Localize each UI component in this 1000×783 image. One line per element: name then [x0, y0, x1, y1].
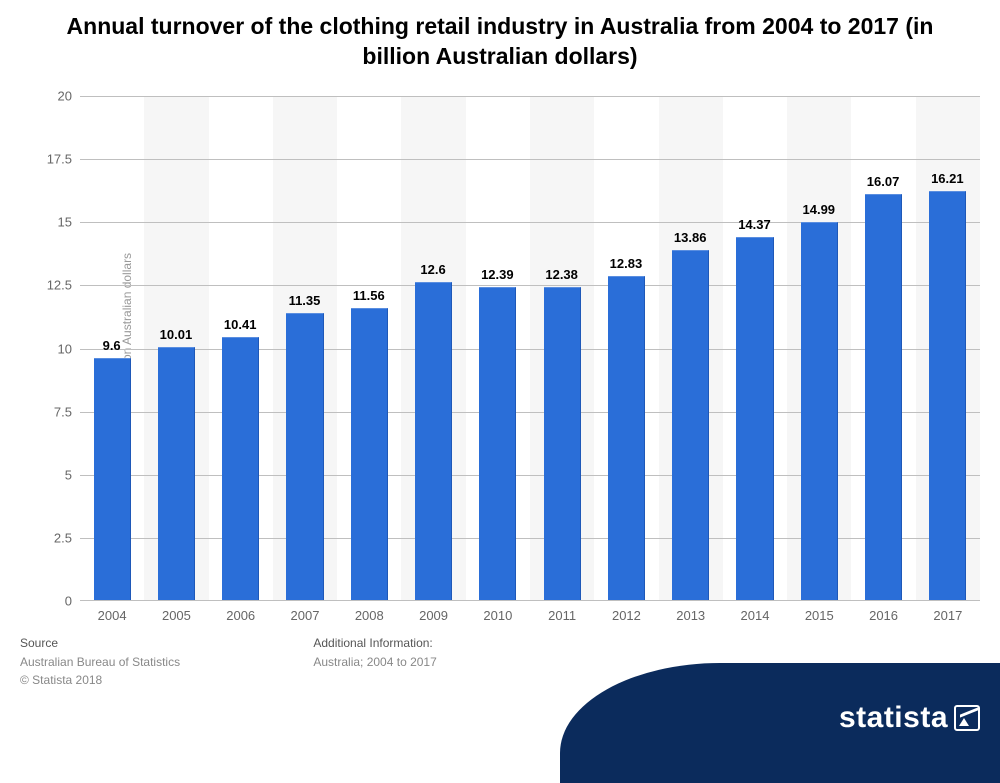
y-tick-label: 0 [65, 594, 80, 609]
x-tick-label: 2016 [869, 600, 898, 623]
bar-value-label: 14.99 [801, 202, 837, 223]
grid-line [80, 159, 980, 160]
bar: 14.99 [801, 222, 838, 600]
grid-line [80, 96, 980, 97]
x-tick-label: 2015 [805, 600, 834, 623]
y-tick-label: 12.5 [47, 278, 80, 293]
x-tick-label: 2004 [98, 600, 127, 623]
info-heading: Additional Information: [313, 634, 436, 652]
bar: 12.83 [608, 276, 645, 600]
logo-text: statista [839, 701, 948, 735]
x-tick-label: 2012 [612, 600, 641, 623]
y-tick-label: 10 [58, 341, 80, 356]
source-heading: Source [20, 634, 310, 652]
y-tick-label: 15 [58, 215, 80, 230]
bar-value-label: 10.41 [222, 317, 258, 338]
bar: 9.6 [94, 358, 131, 600]
copyright-line: © Statista 2018 [20, 671, 310, 689]
chart-footer: Source Australian Bureau of Statistics ©… [20, 634, 437, 689]
chart-area: Annual turnover in billion Australian do… [0, 86, 1000, 646]
grid-line [80, 222, 980, 223]
grid-line [80, 412, 980, 413]
x-tick-label: 2013 [676, 600, 705, 623]
bar: 11.56 [351, 308, 388, 600]
x-tick-label: 2008 [355, 600, 384, 623]
bar: 10.01 [158, 347, 195, 600]
y-tick-label: 2.5 [54, 530, 80, 545]
x-tick-label: 2011 [548, 600, 576, 623]
bar: 13.86 [672, 250, 709, 600]
logo-mark-icon [954, 705, 980, 731]
x-tick-label: 2007 [291, 600, 320, 623]
bar-value-label: 10.01 [158, 327, 194, 348]
chart-title: Annual turnover of the clothing retail i… [0, 0, 1000, 72]
bar-value-label: 11.56 [351, 288, 387, 309]
y-tick-label: 20 [58, 89, 80, 104]
plot-area: 02.557.51012.51517.5209.6200410.01200510… [80, 96, 980, 601]
x-tick-label: 2010 [483, 600, 512, 623]
bar-value-label: 12.38 [544, 267, 580, 288]
grid-line [80, 349, 980, 350]
bar-value-label: 9.6 [94, 338, 130, 359]
y-tick-label: 7.5 [54, 404, 80, 419]
source-line: Australian Bureau of Statistics [20, 653, 310, 671]
y-tick-label: 5 [65, 467, 80, 482]
bar-value-label: 16.07 [865, 174, 901, 195]
bar: 12.38 [544, 287, 581, 600]
grid-line [80, 285, 980, 286]
bar: 10.41 [222, 337, 259, 600]
bar-value-label: 12.39 [479, 267, 515, 288]
x-tick-label: 2005 [162, 600, 191, 623]
grid-line [80, 538, 980, 539]
info-line: Australia; 2004 to 2017 [313, 653, 436, 671]
bar-value-label: 12.6 [415, 262, 451, 283]
x-tick-label: 2014 [741, 600, 770, 623]
bar-value-label: 14.37 [736, 217, 772, 238]
bar-value-label: 11.35 [286, 293, 322, 314]
grid-line [80, 475, 980, 476]
bar-value-label: 13.86 [672, 230, 708, 251]
bar: 16.21 [929, 191, 966, 600]
bar: 12.6 [415, 282, 452, 600]
bar: 12.39 [479, 287, 516, 600]
x-tick-label: 2006 [226, 600, 255, 623]
bar: 11.35 [286, 313, 323, 600]
bar: 16.07 [865, 194, 902, 600]
x-tick-label: 2017 [933, 600, 962, 623]
bar-value-label: 16.21 [929, 171, 965, 192]
bar-value-label: 12.83 [608, 256, 644, 277]
x-tick-label: 2009 [419, 600, 448, 623]
bar: 14.37 [736, 237, 773, 600]
statista-logo: statista [620, 685, 1000, 743]
y-tick-label: 17.5 [47, 152, 80, 167]
